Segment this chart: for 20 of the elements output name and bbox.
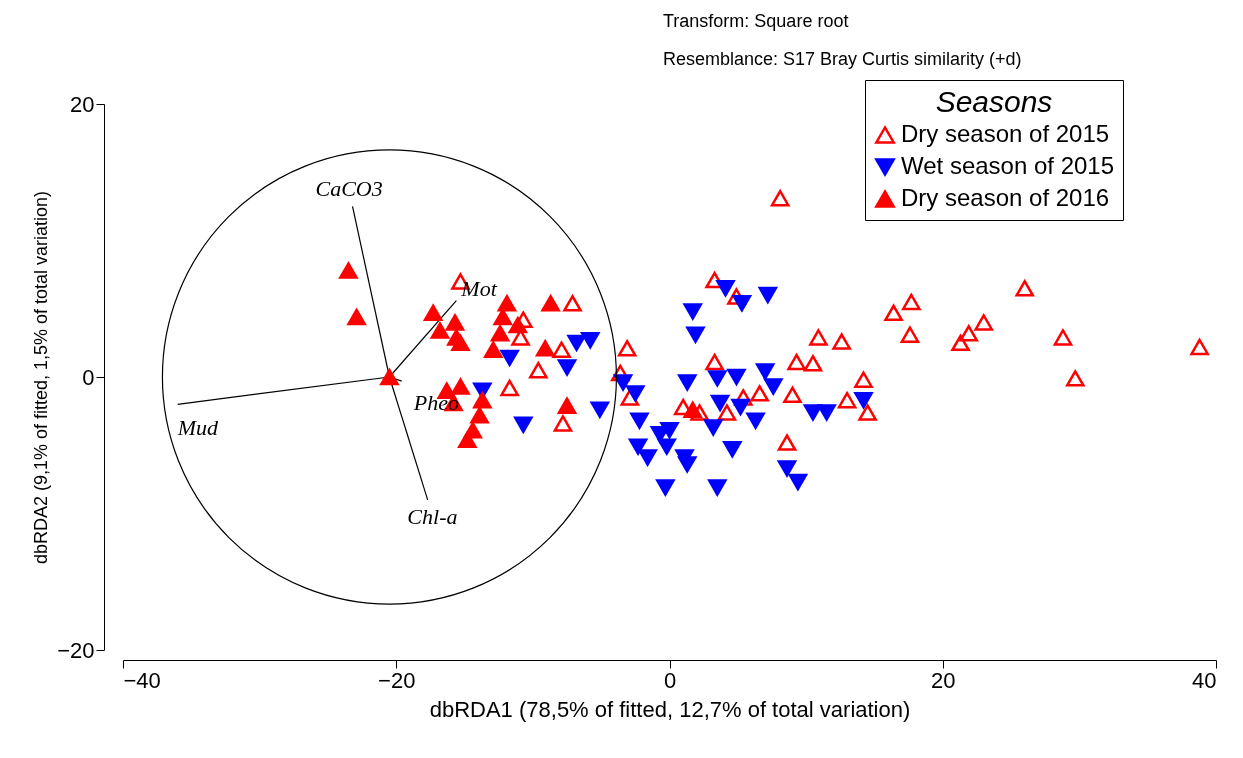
x-tick-label: 40 [1192, 667, 1217, 693]
series-label: Mud [176, 415, 219, 441]
x-tick-label: −20 [378, 667, 416, 693]
series-label: Mot [460, 275, 498, 301]
legend-label: Dry season of 2015 [901, 120, 1110, 147]
legend-label: Wet season of 2015 [901, 152, 1115, 179]
x-tick-label: −40 [123, 667, 161, 693]
x-axis-title: dbRDA1 (78,5% of fitted, 12,7% of total variation) [429, 696, 911, 722]
y-tick-label: 0 [82, 364, 95, 390]
series-label: Chl-a [407, 504, 458, 530]
legend-title: Seasons [935, 85, 1053, 118]
text: Resemblance: S17 Bray Curtis similarity (+d) [663, 49, 1022, 69]
legend-label: Dry season of 2016 [901, 184, 1110, 211]
x-tick-label: 0 [663, 667, 677, 693]
series-label: CaCO3 [315, 175, 383, 201]
y-tick-label: 20 [70, 91, 95, 117]
y-tick-label: −20 [57, 637, 95, 663]
y-axis-title: dbRDA2 (9,1% of fitted, 1,5% of total variation) [31, 190, 52, 565]
x-tick-label: 20 [931, 667, 956, 693]
text: Transform: Square root [663, 11, 849, 31]
